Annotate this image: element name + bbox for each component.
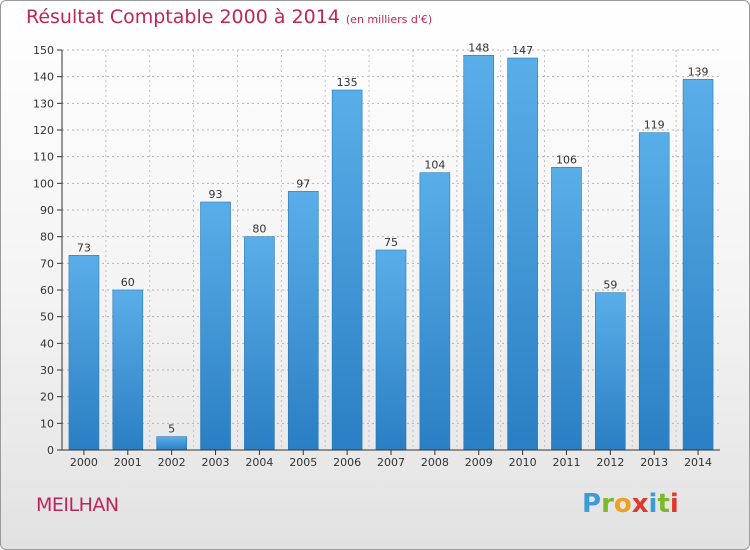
data-label-2001: 60 <box>121 276 135 289</box>
x-tick-label-2005: 2005 <box>289 456 317 469</box>
bar-2010 <box>507 57 538 451</box>
chart-title: Résultat Comptable 2000 à 2014 (en millie… <box>26 6 432 28</box>
logo-letter: t <box>657 489 670 519</box>
data-label-2008: 104 <box>424 159 445 172</box>
y-tick-label: 10 <box>40 417 54 430</box>
x-tick-label-2008: 2008 <box>421 456 449 469</box>
data-label-2011: 106 <box>556 153 577 166</box>
chart-unit-label: (en milliers d'€) <box>345 13 433 26</box>
grid-layer <box>62 49 720 450</box>
y-tick-label: 50 <box>40 311 54 324</box>
bar-2001 <box>112 289 144 451</box>
data-label-2007: 75 <box>384 236 398 249</box>
y-tick-label: 60 <box>40 284 54 297</box>
bar-2013 <box>638 132 670 451</box>
x-tick-label-2004: 2004 <box>245 456 273 469</box>
y-tick-label: 140 <box>33 71 54 84</box>
bar-2003 <box>200 201 231 451</box>
data-label-2000: 73 <box>77 241 91 254</box>
y-tick-label: 20 <box>40 391 54 404</box>
y-tick-label: 90 <box>40 204 54 217</box>
y-tick-label: 150 <box>33 44 54 57</box>
data-label-2005: 97 <box>296 177 310 190</box>
bar-2009 <box>463 55 495 451</box>
bar-2006 <box>331 89 363 451</box>
x-tick-label-2012: 2012 <box>596 456 624 469</box>
data-label-2004: 80 <box>252 223 266 236</box>
y-tick-label: 100 <box>33 177 54 190</box>
y-tick-label: 0 <box>47 444 54 457</box>
x-tick-label-2000: 2000 <box>70 456 98 469</box>
logo-letter: i <box>648 489 658 519</box>
x-tick-label-2009: 2009 <box>465 456 493 469</box>
x-tick-label-2010: 2010 <box>509 456 537 469</box>
bar-2002 <box>156 436 187 451</box>
y-tick-label: 110 <box>33 151 54 164</box>
logo-letter: x <box>631 489 649 519</box>
bar-2011 <box>551 167 582 451</box>
logo-letter: i <box>669 489 679 519</box>
x-tick-label-2002: 2002 <box>158 456 186 469</box>
logo-letter: o <box>613 489 632 519</box>
x-tick-label-2011: 2011 <box>552 456 580 469</box>
y-tick-label: 30 <box>40 364 54 377</box>
data-label-2006: 135 <box>337 76 358 89</box>
data-label-2010: 147 <box>512 44 533 57</box>
data-label-2012: 59 <box>603 279 617 292</box>
bars-layer: 73 60 5 93 80 97 135 75 104 148 147 106 59 119 139 <box>68 41 714 451</box>
x-tick-label-2007: 2007 <box>377 456 405 469</box>
y-tick-label: 130 <box>33 97 54 110</box>
x-tick-label-2006: 2006 <box>333 456 361 469</box>
data-label-2014: 139 <box>688 65 709 78</box>
bar-2005 <box>287 191 319 451</box>
bar-2007 <box>375 249 407 451</box>
logo-letter: r <box>601 489 614 519</box>
city-name: MEILHAN <box>36 494 119 516</box>
proxiti-logo: Proxiti <box>582 489 679 519</box>
y-tick-label: 70 <box>40 257 54 270</box>
data-label-2002: 5 <box>168 423 175 436</box>
axis-layer: 0 10 20 30 40 50 60 70 80 90 100 110 120 130 140 150 200… <box>33 44 720 469</box>
bar-2012 <box>595 292 626 451</box>
y-tick-label: 40 <box>40 337 54 350</box>
x-tick-label-2001: 2001 <box>114 456 142 469</box>
data-label-2013: 119 <box>644 119 665 132</box>
bar-2004 <box>244 236 275 451</box>
bar-2000 <box>68 255 100 451</box>
bar-2008 <box>419 172 451 451</box>
bar-2014 <box>682 79 714 451</box>
x-tick-label-2003: 2003 <box>202 456 230 469</box>
data-label-2003: 93 <box>209 188 223 201</box>
x-tick-label-2013: 2013 <box>640 456 668 469</box>
y-tick-label: 120 <box>33 124 54 137</box>
y-tick-label: 80 <box>40 231 54 244</box>
chart-title-text: Résultat Comptable 2000 à 2014 <box>26 6 340 28</box>
x-tick-label-2014: 2014 <box>684 456 712 469</box>
logo-letter: P <box>582 489 602 519</box>
data-label-2009: 148 <box>468 41 489 54</box>
